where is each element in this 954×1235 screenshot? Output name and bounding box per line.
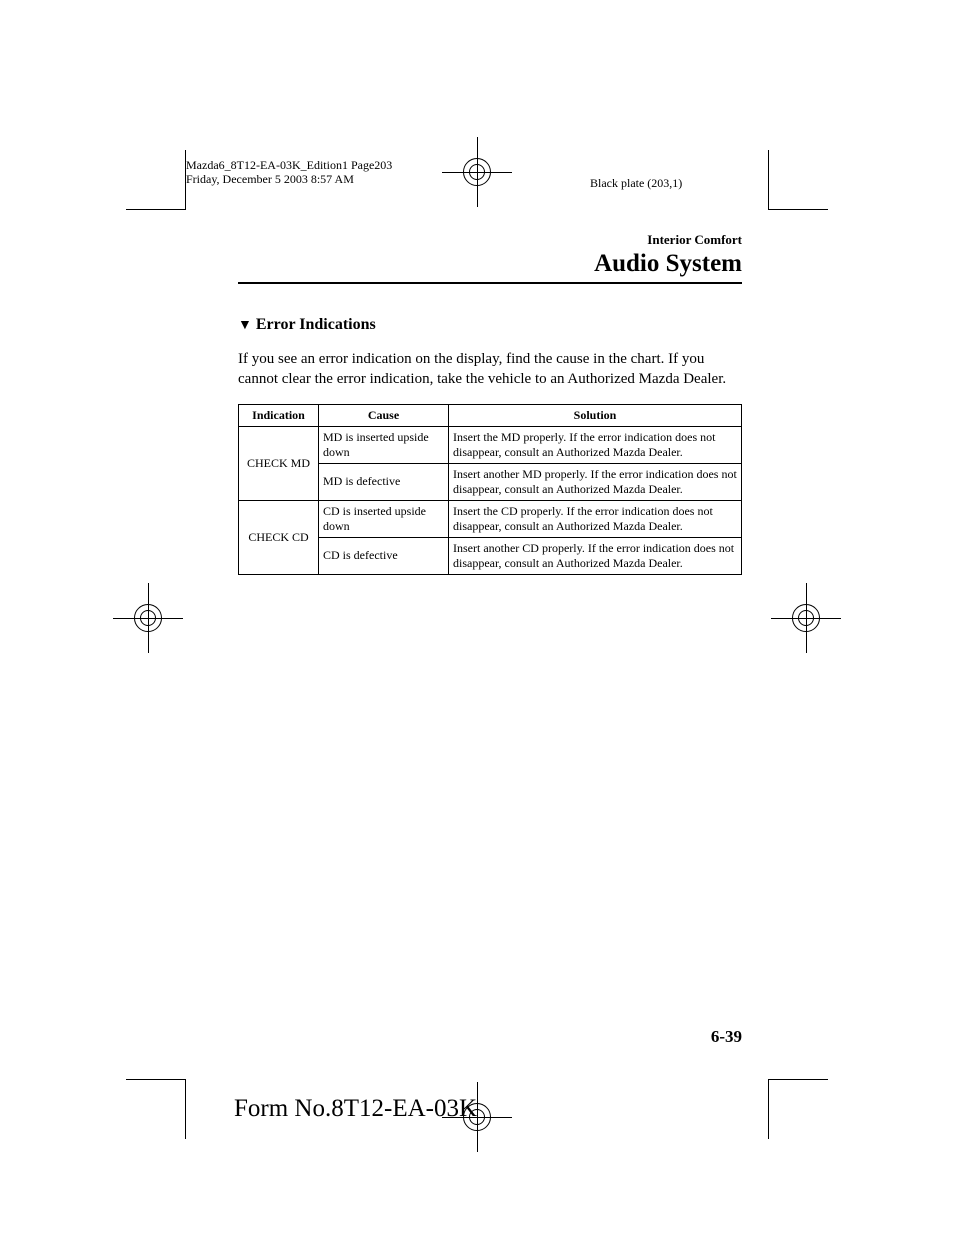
table-header-row: Indication Cause Solution (239, 404, 742, 426)
crop-mark (126, 1079, 186, 1080)
solution-cell: Insert another MD properly. If the error… (449, 463, 742, 500)
registration-mark (455, 150, 499, 194)
chapter-title: Audio System (238, 250, 742, 278)
print-meta-line: Mazda6_8T12-EA-03K_Edition1 Page203 (186, 158, 392, 172)
topic-title: ▼ Error Indications (238, 316, 742, 334)
registration-mark (126, 596, 170, 640)
crop-mark (768, 1079, 769, 1139)
form-number: Form No.8T12-EA-03K (234, 1095, 477, 1123)
registration-mark (784, 596, 828, 640)
solution-cell: Insert the CD properly. If the error ind… (449, 500, 742, 537)
section-title: Interior Comfort (238, 232, 742, 248)
plate-meta: Black plate (203,1) (590, 176, 682, 191)
table-row: CHECK CD CD is inserted upside down Inse… (239, 500, 742, 537)
cause-cell: MD is inserted upside down (319, 426, 449, 463)
crop-mark (185, 1079, 186, 1139)
print-job-meta: Mazda6_8T12-EA-03K_Edition1 Page203 Frid… (186, 158, 392, 187)
indication-cell: CHECK MD (239, 426, 319, 500)
cause-cell: CD is defective (319, 537, 449, 574)
cause-cell: MD is defective (319, 463, 449, 500)
triangle-icon: ▼ (238, 318, 252, 333)
solution-cell: Insert another CD properly. If the error… (449, 537, 742, 574)
cause-cell: CD is inserted upside down (319, 500, 449, 537)
page-number: 6-39 (711, 1027, 742, 1047)
table-row: CHECK MD MD is inserted upside down Inse… (239, 426, 742, 463)
table-header: Solution (449, 404, 742, 426)
indication-cell: CHECK CD (239, 500, 319, 574)
error-table: Indication Cause Solution CHECK MD MD is… (238, 404, 742, 575)
crop-mark (768, 1079, 828, 1080)
solution-cell: Insert the MD properly. If the error ind… (449, 426, 742, 463)
table-header: Indication (239, 404, 319, 426)
running-head: Interior Comfort Audio System (238, 232, 742, 284)
page-content: Interior Comfort Audio System ▼ Error Ind… (238, 232, 742, 1065)
crop-mark (768, 209, 828, 210)
print-meta-line: Friday, December 5 2003 8:57 AM (186, 172, 392, 186)
crop-mark (768, 150, 769, 210)
topic-title-text: Error Indications (256, 316, 376, 333)
body-paragraph: If you see an error indication on the di… (238, 349, 742, 390)
table-header: Cause (319, 404, 449, 426)
crop-mark (126, 209, 186, 210)
